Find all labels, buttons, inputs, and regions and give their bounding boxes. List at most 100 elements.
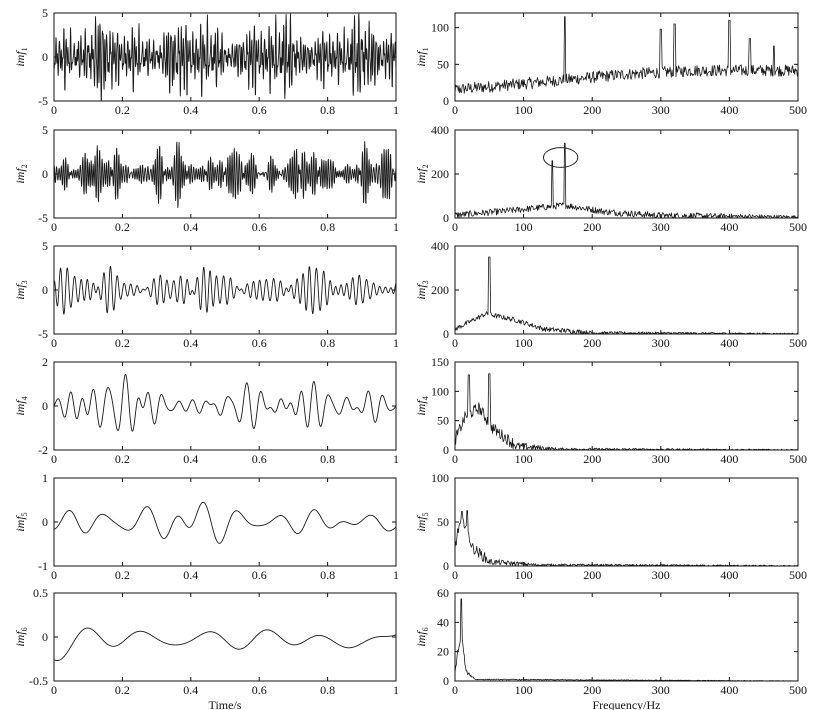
x-tick-label: 0	[51, 336, 57, 350]
y-axis-label: imf1	[13, 47, 29, 66]
x-tick-label: 500	[789, 452, 807, 466]
x-tick-label: 1	[393, 220, 399, 234]
x-tick-label: 0.2	[115, 220, 130, 234]
y-tick-label: 5	[42, 239, 48, 253]
y-axis-label-subscript: 6	[20, 627, 29, 631]
y-tick-label: 0	[443, 443, 449, 457]
x-axis-label: Time/s	[209, 698, 242, 710]
y-tick-label: 0	[443, 674, 449, 688]
x-tick-label: 500	[789, 220, 807, 234]
series-line	[53, 265, 397, 315]
x-tick-label: 0	[452, 452, 458, 466]
y-axis-label: imf1	[414, 47, 430, 66]
series-line	[53, 501, 397, 544]
y-tick-label: 0	[42, 50, 48, 64]
series-line	[53, 141, 397, 209]
x-tick-label: 0.6	[252, 568, 267, 582]
y-tick-label: 0	[443, 211, 449, 225]
y-tick-label: 50	[437, 414, 449, 428]
x-tick-label: 300	[652, 103, 670, 117]
y-axis-label-subscript: 5	[20, 512, 29, 516]
x-tick-label: 200	[583, 220, 601, 234]
y-tick-label: 20	[437, 645, 449, 659]
y-tick-label: 100	[431, 384, 449, 398]
panel-imf5-spectrum: 0 100 200 300 400 500 0 50 100 imf5	[414, 471, 807, 582]
x-tick-label: 0.4	[183, 220, 198, 234]
y-tick-label: 100	[431, 471, 449, 485]
y-tick-label: 5	[42, 6, 48, 20]
panel-imf6-spectrum: 0 100 200 300 400 500 0 20 40 60 imf6 Frequency/Hz	[414, 586, 807, 710]
x-tick-label: 0.4	[183, 103, 198, 117]
series-line	[454, 598, 799, 682]
x-tick-label: 0.2	[115, 103, 130, 117]
y-axis-label-subscript: 3	[421, 280, 430, 284]
y-tick-label: 0	[42, 630, 48, 644]
y-tick-label: 200	[431, 167, 449, 181]
x-tick-label: 400	[720, 568, 738, 582]
series-line	[454, 16, 799, 94]
series-line	[454, 256, 799, 335]
x-tick-label: 0	[51, 452, 57, 466]
y-tick-label: -5	[38, 327, 48, 341]
y-axis-label: imf4	[13, 396, 29, 415]
x-tick-label: 300	[652, 452, 670, 466]
x-tick-label: 0.2	[115, 568, 130, 582]
axes-frame	[53, 12, 397, 102]
y-tick-label: 200	[431, 283, 449, 297]
x-tick-label: 0	[452, 683, 458, 697]
y-axis-label-subscript: 1	[421, 47, 430, 51]
y-axis-label: imf5	[13, 512, 29, 531]
y-axis-label-subscript: 6	[421, 627, 430, 631]
x-tick-label: 100	[515, 220, 533, 234]
y-tick-label: -1	[38, 559, 48, 573]
series-line	[454, 142, 799, 219]
x-tick-label: 0.8	[320, 103, 335, 117]
y-axis-label: imf3	[13, 280, 29, 299]
panel-imf2-spectrum: 0 100 200 300 400 500 0 200 400 imf2	[414, 123, 807, 234]
y-axis-label-subscript: 1	[20, 47, 29, 51]
y-tick-label: -2	[38, 443, 48, 457]
x-tick-label: 0	[51, 220, 57, 234]
axes-frame	[454, 477, 799, 567]
x-tick-label: 300	[652, 220, 670, 234]
y-tick-label: 0	[443, 327, 449, 341]
y-axis-label-subscript: 2	[20, 164, 29, 168]
x-tick-label: 0	[452, 568, 458, 582]
y-axis-label-subscript: 4	[421, 396, 430, 400]
x-tick-label: 0.2	[115, 336, 130, 350]
x-tick-label: 400	[720, 452, 738, 466]
x-tick-label: 500	[789, 336, 807, 350]
x-tick-label: 0.8	[320, 452, 335, 466]
x-tick-label: 200	[583, 568, 601, 582]
x-tick-label: 0	[51, 568, 57, 582]
x-tick-label: 1	[393, 452, 399, 466]
y-tick-label: 100	[431, 21, 449, 35]
y-axis-label: imf5	[414, 512, 430, 531]
x-tick-label: 0.6	[252, 452, 267, 466]
series-line	[53, 373, 397, 432]
x-tick-label: 0.8	[320, 220, 335, 234]
x-tick-label: 200	[583, 452, 601, 466]
x-tick-label: 0	[452, 336, 458, 350]
y-tick-label: 40	[437, 615, 449, 629]
y-tick-label: 1	[42, 471, 48, 485]
x-tick-label: 100	[515, 683, 533, 697]
y-tick-label: 150	[431, 355, 449, 369]
series-line	[53, 627, 397, 661]
y-tick-label: 0	[42, 283, 48, 297]
x-tick-label: 200	[583, 103, 601, 117]
y-tick-label: -5	[38, 94, 48, 108]
y-axis-label: imf4	[414, 396, 430, 415]
x-tick-label: 0.4	[183, 568, 198, 582]
y-tick-label: 2	[42, 355, 48, 369]
x-tick-label: 400	[720, 683, 738, 697]
axes-frame	[53, 477, 397, 567]
y-axis-label-subscript: 2	[421, 164, 430, 168]
y-tick-label: 50	[437, 57, 449, 71]
y-tick-label: 0	[42, 515, 48, 529]
y-tick-label: 400	[431, 123, 449, 137]
